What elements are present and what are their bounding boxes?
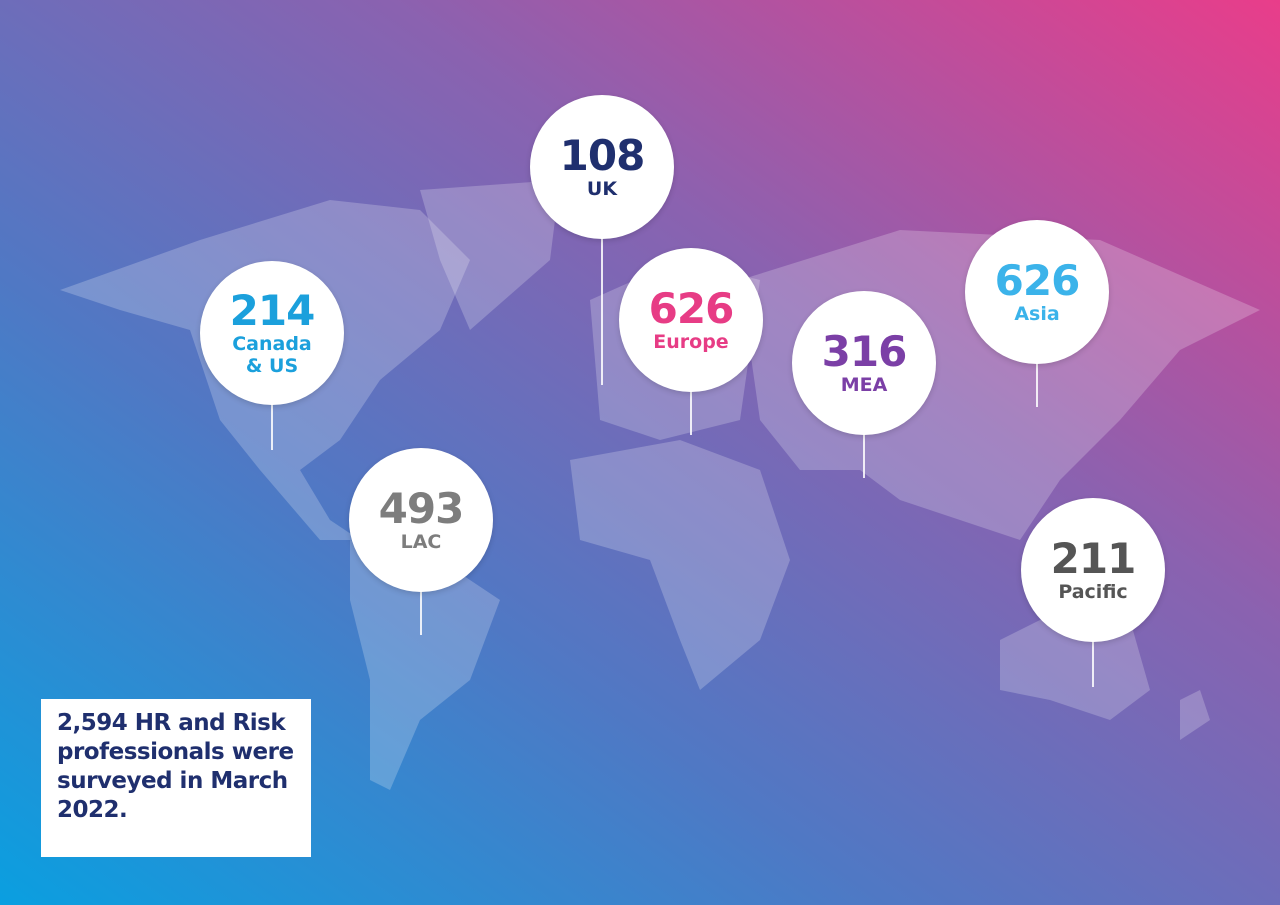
region-label: LAC — [400, 531, 442, 553]
region-pin: 108 UK — [530, 95, 674, 239]
region-label: UK — [586, 178, 618, 200]
region-count: 626 — [994, 256, 1081, 305]
region-label: MEA — [840, 374, 888, 396]
pin-stem — [601, 167, 603, 385]
region-count: 316 — [821, 327, 908, 376]
region-count: 626 — [648, 284, 735, 333]
region-count: 108 — [559, 131, 646, 180]
region-label: Europe — [653, 331, 729, 353]
region-pin: 214 Canada & US — [200, 261, 344, 405]
region-pin: 626 Asia — [965, 220, 1109, 364]
region-pin: 211 Pacific — [1021, 498, 1165, 642]
region-count: 493 — [378, 484, 465, 533]
region-pin: 493 LAC — [349, 448, 493, 592]
region-pin: 626 Europe — [619, 248, 763, 392]
survey-note: 2,594 HR and Risk professionals were sur… — [41, 699, 311, 857]
region-count: 214 — [229, 286, 316, 335]
region-label: Canada & US — [232, 333, 312, 377]
region-label: Pacific — [1058, 581, 1128, 603]
region-count: 211 — [1050, 534, 1137, 583]
region-label: Asia — [1014, 303, 1060, 325]
region-pin: 316 MEA — [792, 291, 936, 435]
